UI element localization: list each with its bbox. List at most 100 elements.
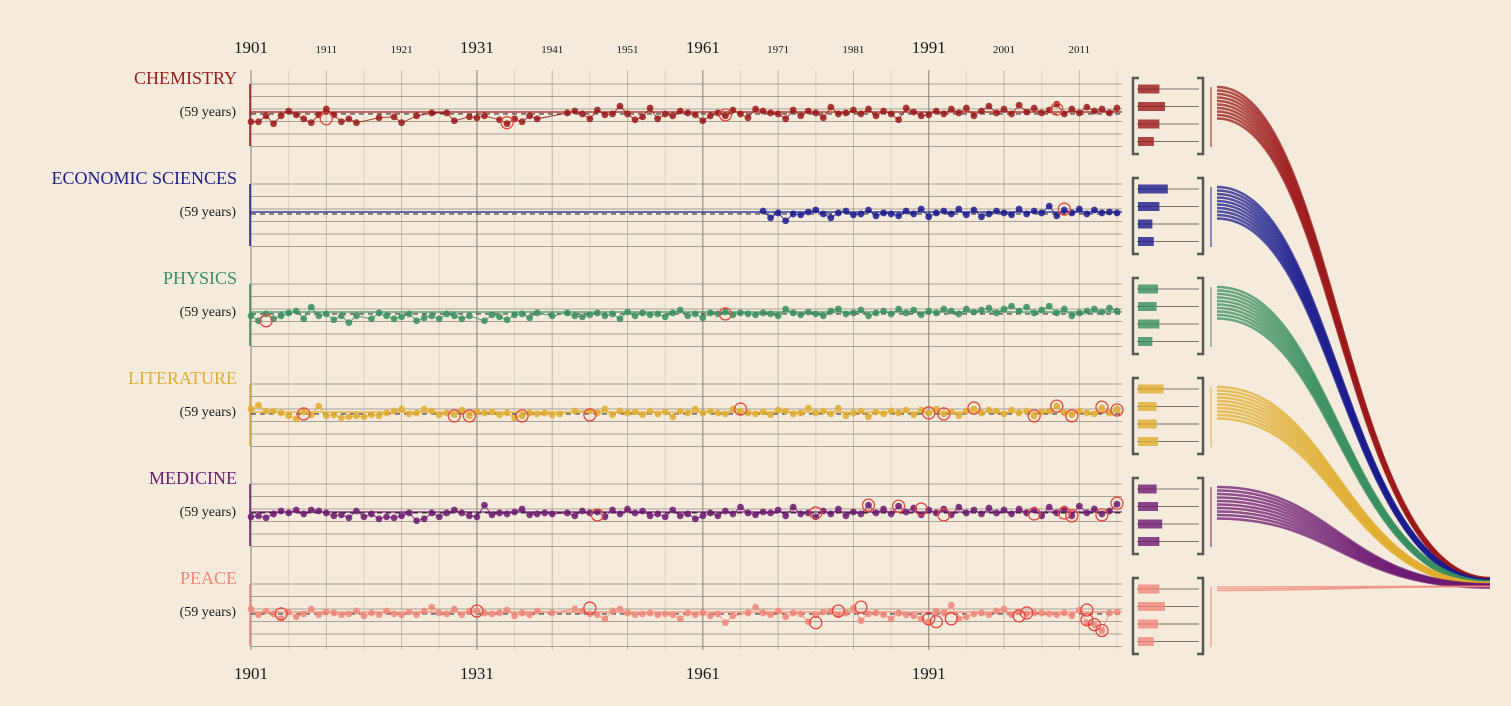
laureate-point[interactable] [797,610,805,618]
laureate-point[interactable] [834,404,842,412]
laureate-point[interactable] [413,611,421,619]
laureate-point[interactable] [435,411,443,419]
laureate-point[interactable] [511,612,518,620]
laureate-point[interactable] [902,309,910,317]
laureate-point[interactable] [1008,302,1015,310]
laureate-point[interactable] [1053,212,1061,220]
highlight-ring[interactable] [937,508,951,522]
laureate-point[interactable] [247,312,255,320]
laureate-point[interactable] [722,112,729,120]
laureate-point[interactable] [1015,101,1023,109]
laureate-point[interactable] [850,211,857,219]
laureate-point[interactable] [360,513,368,521]
laureate-point[interactable] [450,506,458,514]
highlight-ring[interactable] [1080,603,1094,617]
laureate-point[interactable] [834,209,842,217]
laureate-point[interactable] [857,407,865,415]
laureate-point[interactable] [1000,605,1008,613]
highlight-ring[interactable] [929,615,943,629]
laureate-point[interactable] [405,608,413,616]
laureate-point[interactable] [353,507,360,515]
laureate-point[interactable] [330,609,338,617]
laureate-point[interactable] [978,510,985,518]
laureate-point[interactable] [797,112,805,120]
laureate-point[interactable] [345,115,353,123]
laureate-point[interactable] [1083,509,1091,517]
laureate-point[interactable] [819,312,827,320]
laureate-point[interactable] [962,104,970,112]
laureate-point[interactable] [782,305,790,313]
laureate-point[interactable] [691,310,699,318]
laureate-point[interactable] [390,315,398,323]
laureate-point[interactable] [1106,109,1113,117]
laureate-point[interactable] [255,611,262,619]
laureate-point[interactable] [337,511,345,519]
laureate-point[interactable] [375,611,383,619]
laureate-point[interactable] [1075,109,1083,117]
laureate-point[interactable] [782,115,790,123]
laureate-point[interactable] [887,110,895,118]
laureate-point[interactable] [639,411,646,419]
laureate-point[interactable] [435,609,443,617]
laureate-point[interactable] [895,609,903,617]
laureate-point[interactable] [902,508,910,516]
laureate-point[interactable] [880,505,887,513]
laureate-point[interactable] [819,210,827,218]
laureate-point[interactable] [405,310,413,318]
laureate-point[interactable] [759,609,767,617]
highlight-ring[interactable] [1095,623,1109,638]
highlight-ring[interactable] [891,499,906,513]
laureate-point[interactable] [684,609,692,617]
laureate-point[interactable] [774,110,782,118]
laureate-point[interactable] [887,510,895,518]
laureate-point[interactable] [691,611,699,619]
laureate-point[interactable] [940,110,948,118]
laureate-point[interactable] [503,316,511,324]
laureate-point[interactable] [789,210,797,218]
laureate-point[interactable] [669,413,677,421]
laureate-point[interactable] [947,210,955,218]
laureate-point[interactable] [1023,108,1031,116]
laureate-point[interactable] [654,410,662,418]
laureate-point[interactable] [511,311,518,319]
laureate-point[interactable] [699,409,707,417]
laureate-point[interactable] [955,109,963,117]
laureate-point[interactable] [872,509,880,517]
laureate-point[interactable] [631,509,639,517]
laureate-point[interactable] [428,407,436,415]
laureate-point[interactable] [639,309,646,317]
laureate-point[interactable] [277,615,285,623]
laureate-point[interactable] [322,509,330,517]
laureate-point[interactable] [1060,206,1068,214]
highlight-ring[interactable] [854,600,868,614]
laureate-point[interactable] [1000,209,1008,217]
laureate-point[interactable] [978,306,985,314]
laureate-point[interactable] [797,510,805,518]
laureate-point[interactable] [450,312,458,320]
laureate-point[interactable] [932,607,940,615]
laureate-point[interactable] [895,212,903,220]
laureate-point[interactable] [759,408,767,416]
laureate-point[interactable] [315,611,323,619]
laureate-point[interactable] [895,409,903,417]
laureate-point[interactable] [563,509,571,517]
laureate-point[interactable] [722,507,729,515]
laureate-point[interactable] [1113,405,1121,413]
laureate-point[interactable] [526,611,534,619]
laureate-point[interactable] [1045,503,1053,511]
laureate-point[interactable] [774,607,782,615]
laureate-point[interactable] [1075,309,1083,317]
laureate-point[interactable] [292,613,300,621]
laureate-point[interactable] [669,611,677,619]
laureate-point[interactable] [669,506,677,514]
laureate-point[interactable] [496,509,503,517]
laureate-point[interactable] [752,311,759,319]
laureate-point[interactable] [405,410,413,418]
laureate-point[interactable] [255,118,262,126]
laureate-point[interactable] [503,606,511,614]
laureate-point[interactable] [676,615,684,623]
laureate-point[interactable] [541,509,549,517]
laureate-point[interactable] [842,512,850,520]
laureate-point[interactable] [714,409,722,417]
laureate-point[interactable] [548,609,556,617]
